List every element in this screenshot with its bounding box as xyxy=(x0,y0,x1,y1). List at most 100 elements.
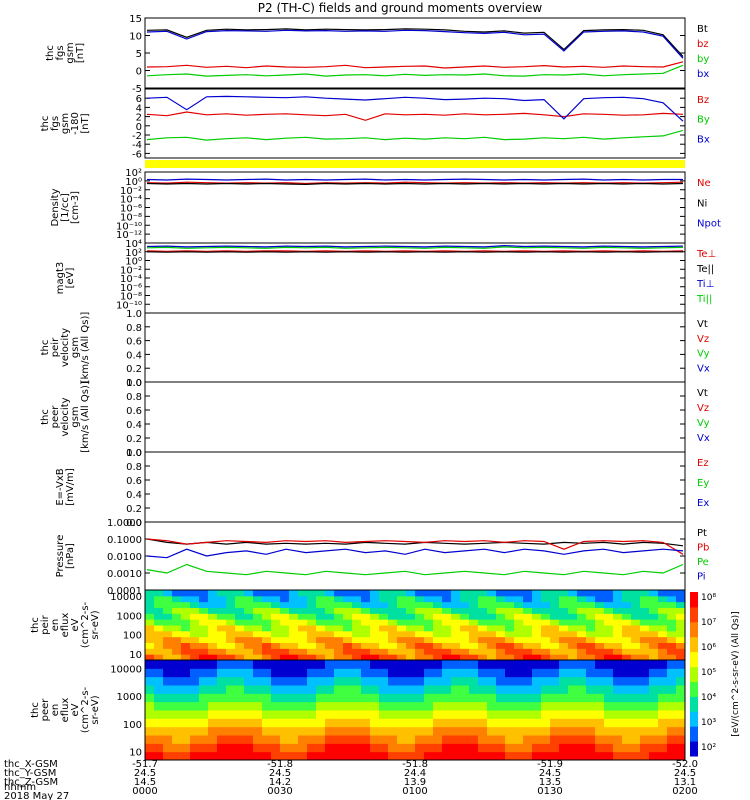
heat-cell-peir-eflux xyxy=(172,648,182,655)
heat-cell-peer-eflux xyxy=(487,676,497,686)
heat-cell-peer-eflux xyxy=(298,685,308,694)
heat-cell-peer-eflux xyxy=(541,710,551,719)
heat-cell-peer-eflux xyxy=(442,743,452,753)
x-col-3-row-2: 13.5 xyxy=(539,777,561,788)
heat-cell-peir-eflux xyxy=(487,630,497,638)
heat-cell-peir-eflux xyxy=(244,648,254,655)
heat-cell-peir-eflux xyxy=(271,601,281,608)
heat-cell-peir-eflux xyxy=(217,595,227,603)
heat-cell-peir-eflux xyxy=(172,630,182,638)
heat-cell-peer-eflux xyxy=(568,701,578,711)
heat-cell-peir-eflux xyxy=(595,607,605,614)
heat-cell-peir-eflux xyxy=(397,654,407,661)
panel-frame-pressure xyxy=(144,521,686,591)
heat-cell-peir-eflux xyxy=(280,636,290,643)
heat-cell-peir-eflux xyxy=(370,654,380,661)
panel-frame-peir-velocity xyxy=(144,312,686,383)
heat-cell-peer-eflux xyxy=(163,718,173,728)
heat-cell-peer-eflux xyxy=(523,710,533,719)
ytick-label-peir-eflux-0: 10000 xyxy=(110,592,142,603)
heat-cell-peir-eflux xyxy=(667,590,677,597)
heat-cell-peir-eflux xyxy=(181,625,191,632)
heat-cell-peir-eflux xyxy=(172,636,182,643)
heat-cell-peer-eflux xyxy=(595,718,605,728)
heat-cell-peer-eflux xyxy=(487,668,497,678)
heat-cell-peir-eflux xyxy=(145,590,155,597)
heat-cell-peer-eflux xyxy=(307,676,317,686)
heat-cell-peir-eflux xyxy=(622,601,632,608)
heat-cell-peer-eflux xyxy=(559,676,569,686)
heat-cell-peer-eflux xyxy=(172,668,182,678)
heat-cell-peer-eflux xyxy=(163,660,173,669)
heat-cell-peir-eflux xyxy=(424,590,434,597)
heat-cell-peer-eflux xyxy=(163,735,173,744)
heat-cell-peer-eflux xyxy=(505,726,515,736)
heat-cell-peir-eflux xyxy=(613,648,623,655)
heat-cell-peer-eflux xyxy=(307,718,317,728)
heat-cell-peir-eflux xyxy=(343,590,353,597)
heat-cell-peir-eflux xyxy=(478,601,488,608)
ytick-label-peir-velocity-0: 1.0 xyxy=(126,309,142,320)
heat-cell-peer-eflux xyxy=(262,718,272,728)
heat-cell-peer-eflux xyxy=(676,726,686,736)
heat-cell-peir-eflux xyxy=(397,648,407,655)
heat-cell-peir-eflux xyxy=(181,595,191,603)
heat-cell-peer-eflux xyxy=(496,710,506,719)
heat-cell-peir-eflux xyxy=(199,630,209,638)
heat-cell-peir-eflux xyxy=(604,648,614,655)
heat-cell-peir-eflux xyxy=(613,630,623,638)
heat-cell-peer-eflux xyxy=(244,693,254,703)
heat-cell-peir-eflux xyxy=(217,590,227,597)
heat-cell-peir-eflux xyxy=(460,595,470,603)
heat-cell-peir-eflux xyxy=(271,619,281,626)
heat-cell-peer-eflux xyxy=(271,668,281,678)
heat-cell-peir-eflux xyxy=(487,648,497,655)
ytick-label-pressure-0: 1.0000 xyxy=(107,518,142,529)
legend-peir-velocity-Vy: Vy xyxy=(697,349,710,360)
heat-cell-peir-eflux xyxy=(586,613,596,620)
heat-cell-peer-eflux xyxy=(640,685,650,694)
heat-cell-peir-eflux xyxy=(550,642,560,649)
heat-cell-peer-eflux xyxy=(505,676,515,686)
heat-cell-peir-eflux xyxy=(469,619,479,626)
heat-cell-peer-eflux xyxy=(208,668,218,678)
heat-cell-peir-eflux xyxy=(577,648,587,655)
heat-cell-peir-eflux xyxy=(550,636,560,643)
heat-cell-peer-eflux xyxy=(460,668,470,678)
heat-cell-peer-eflux xyxy=(253,718,263,728)
heat-cell-peer-eflux xyxy=(271,693,281,703)
heat-cell-peer-eflux xyxy=(352,751,362,761)
heat-cell-peer-eflux xyxy=(496,668,506,678)
ytick-label-fgs-3: 0 xyxy=(136,67,142,78)
heat-cell-peer-eflux xyxy=(181,726,191,736)
heat-cell-peer-eflux xyxy=(604,743,614,753)
ytick-label-efield-0: 1.0 xyxy=(126,448,142,459)
series-line-pressure-Pe xyxy=(146,563,684,576)
heat-cell-peer-eflux xyxy=(172,701,182,711)
heat-cell-peir-eflux xyxy=(496,613,506,620)
heat-cell-peer-eflux xyxy=(622,693,632,703)
heat-cell-peer-eflux xyxy=(559,660,569,669)
heat-cell-peer-eflux xyxy=(505,743,515,753)
heat-cell-peer-eflux xyxy=(406,726,416,736)
heat-cell-peer-eflux xyxy=(514,660,524,669)
x-col-0-row-3: 0000 xyxy=(132,786,157,797)
ylabel-peir-eflux-0: thc xyxy=(30,617,41,633)
series-line-pressure-Pb xyxy=(146,538,684,555)
heat-cell-peir-eflux xyxy=(541,636,551,643)
ytick-label-temperature-2: 10⁰ xyxy=(125,257,142,268)
heat-cell-peir-eflux xyxy=(226,601,236,608)
heat-cell-peir-eflux xyxy=(442,648,452,655)
heat-cell-peir-eflux xyxy=(334,590,344,597)
heat-cell-peer-eflux xyxy=(289,726,299,736)
heat-cell-peer-eflux xyxy=(541,685,551,694)
heat-cell-peir-eflux xyxy=(658,630,668,638)
colorbar-tick-5: 10³ xyxy=(701,718,716,728)
heat-cell-peer-eflux xyxy=(640,726,650,736)
heat-cell-peir-eflux xyxy=(316,630,326,638)
heat-cell-peer-eflux xyxy=(478,743,488,753)
heat-cell-peer-eflux xyxy=(505,668,515,678)
heat-cell-peir-eflux xyxy=(325,648,335,655)
heat-cell-peer-eflux xyxy=(154,676,164,686)
heat-cell-peer-eflux xyxy=(181,685,191,694)
